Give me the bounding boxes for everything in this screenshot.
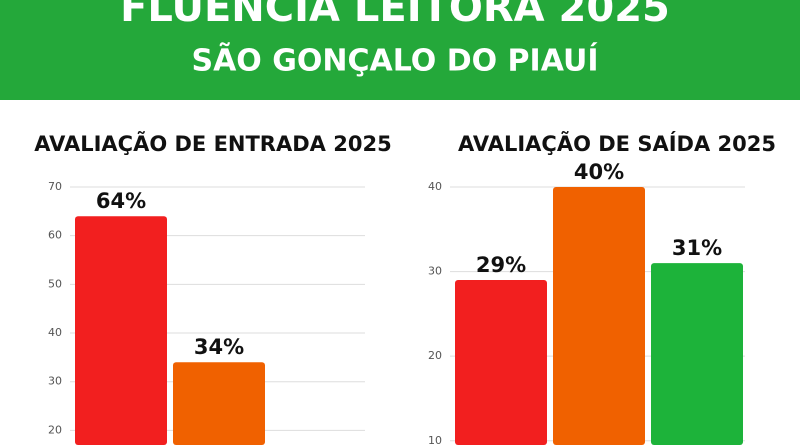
subtitle: SÃO GONÇALO DO PIAUÍ (191, 42, 598, 79)
bar (651, 263, 743, 445)
y-tick-label: 10 (428, 434, 442, 445)
y-tick-label: 70 (48, 180, 62, 193)
value-label: 31% (672, 236, 722, 260)
title: FLUÊNCIA LEITORA 2025 (120, 0, 670, 31)
bar (75, 216, 167, 445)
chart-title: AVALIAÇÃO DE ENTRADA 2025 (34, 131, 391, 156)
y-tick-label: 60 (48, 229, 62, 242)
value-label: 40% (574, 160, 624, 184)
value-label: 34% (194, 335, 244, 359)
y-tick-label: 20 (428, 349, 442, 362)
y-tick-label: 40 (428, 180, 442, 193)
y-tick-label: 30 (48, 375, 62, 388)
header-band (0, 0, 800, 100)
y-tick-label: 30 (428, 265, 442, 278)
y-tick-label: 40 (48, 326, 62, 339)
bar (455, 280, 547, 445)
bar (553, 187, 645, 445)
y-tick-label: 50 (48, 277, 62, 290)
value-label: 64% (96, 189, 146, 213)
bar (173, 362, 265, 445)
chart-title: AVALIAÇÃO DE SAÍDA 2025 (458, 131, 776, 156)
y-tick-label: 20 (48, 423, 62, 436)
value-label: 29% (476, 253, 526, 277)
